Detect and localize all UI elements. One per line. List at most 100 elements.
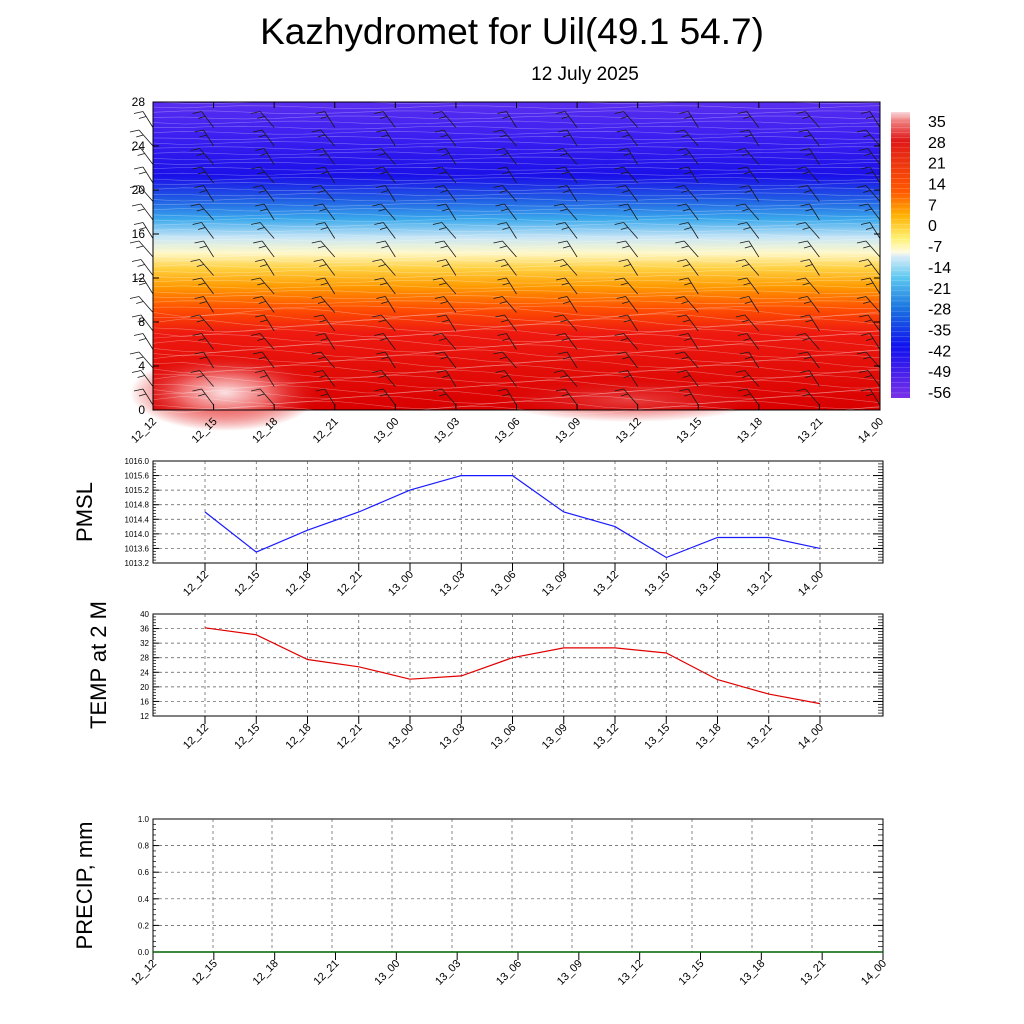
y-tick-label: 1015.6 [125,472,150,481]
x-tick-label: 13_06 [489,569,519,599]
colorbar-label: 0 [928,218,937,235]
contour-line [152,344,881,353]
contour-line [152,187,881,191]
contour-line [152,166,881,171]
pmsl-panel: 1016.0 1015.6 1015.2 1014.8 1014.4 1014.0 1013… [72,457,884,599]
contour-line [152,313,881,322]
x-tick-label: 13_00 [386,722,416,752]
contour-line [152,295,881,299]
y-tick-label: 36 [140,625,149,634]
wind-barb-column [190,111,214,406]
colorbar: 35 28 21 14 7 0 -7 -14 -21 -28 -35 -42 -49 -56 [891,112,951,402]
x-tick-label: 12_12 [129,416,159,446]
y-tick-label: 0.0 [138,948,150,957]
wind-barb-column [553,111,578,406]
y-tick-label: 12 [132,271,146,285]
x-tick-label: 13_09 [553,416,583,446]
temperature-field [153,102,880,410]
x-tick-label: 12_21 [335,569,365,599]
contour-line [152,349,881,358]
wind-barb-column [311,111,336,406]
x-tick-label: 13_21 [745,569,775,599]
contour-line [152,385,881,394]
x-tick-label: 14_00 [796,569,826,599]
x-tick-label: 13_18 [735,416,765,446]
x-tick-label: 13_03 [437,722,467,752]
x-tick-label: 12_18 [284,722,314,752]
contour-line [152,213,881,217]
contour-line [152,390,881,399]
x-tick-label: 13_03 [432,416,462,446]
contour-line [152,100,881,104]
y-tick-label: 1013.2 [125,559,150,568]
contour-line [152,249,881,253]
y-tick-label: 0.4 [138,895,150,904]
contour-line [152,130,881,135]
colorbar-label: -28 [928,302,951,319]
wind-barb-column [493,111,517,406]
y-tick-label: 1.0 [138,815,150,824]
y-tick-label: 0 [138,403,145,417]
x-tick-label: 13_21 [745,722,775,752]
wind-barb-column [675,111,699,406]
colorbar-label: 28 [928,135,946,152]
chart-title: Kazhydromet for Uil(49.1 54.7) [260,11,764,52]
contour-line [152,110,881,115]
x-tick-label: 13_15 [642,569,672,599]
x-tick-label: 14_00 [856,416,886,446]
contour-line [152,146,881,150]
colorbar-label: 7 [928,197,937,214]
contour-line [152,141,881,145]
colorbar-label: -7 [928,239,942,256]
y-tick-label: 0.6 [138,868,150,877]
x-tick-label: 13_00 [371,416,401,446]
x-tick-label: 12_18 [251,958,281,988]
warm-core-mid [500,378,760,422]
contour-line [152,243,881,248]
y-tick-label: 20 [132,183,146,197]
x-tick-label: 12_21 [335,722,365,752]
y-tick-label: 28 [132,95,146,109]
x-tick-label: 12_12 [129,958,159,988]
y-tick-label: 1014.4 [125,515,150,524]
y-axis-label: PRECIP, mm [72,822,97,950]
colorbar-bands [891,116,910,394]
contour-line [152,379,881,389]
x-tick-label: 12_12 [181,569,211,599]
wind-barb-column [614,111,639,406]
x-tick-label: 12_15 [190,958,220,988]
x-tick-label: 13_12 [616,958,646,988]
colorbar-label: -56 [928,385,951,402]
colorbar-labels: 35 28 21 14 7 0 -7 -14 -21 -28 -35 -42 -49 -56 [928,114,951,402]
wind-barb-column [372,111,396,406]
y-tick-label: 28 [140,654,149,663]
y-tick-label: 1014.8 [125,501,150,510]
contour-line [152,264,881,269]
colorbar-label: -21 [928,281,951,298]
y-tick-label: 1015.2 [125,486,150,495]
x-tick-label: 13_06 [493,416,523,446]
contour-line [152,369,881,379]
x-tick-label: 13_18 [694,722,724,752]
contour-line [152,156,881,161]
x-tick-label: 13_15 [677,958,707,988]
y-tick-label: 1013.6 [125,544,150,553]
contour-line [152,395,881,405]
contour-line [152,269,881,274]
x-tick-label: 12_15 [232,569,262,599]
x-tick-label: 14_00 [796,722,826,752]
contour-line [152,279,881,284]
contour-line [152,359,881,369]
contour-line [152,228,881,233]
x-tick-label: 14_00 [859,958,889,988]
contour-line [152,161,881,166]
y-tick-label: 16 [132,227,146,241]
contour-line [152,318,881,327]
colorbar-label: -42 [928,343,951,360]
contour-line [152,333,881,343]
y-tick-label: 1014.0 [125,530,150,539]
x-tick-label: 13_18 [737,958,767,988]
wind-barb-column [735,111,760,406]
contour-line [152,254,881,258]
